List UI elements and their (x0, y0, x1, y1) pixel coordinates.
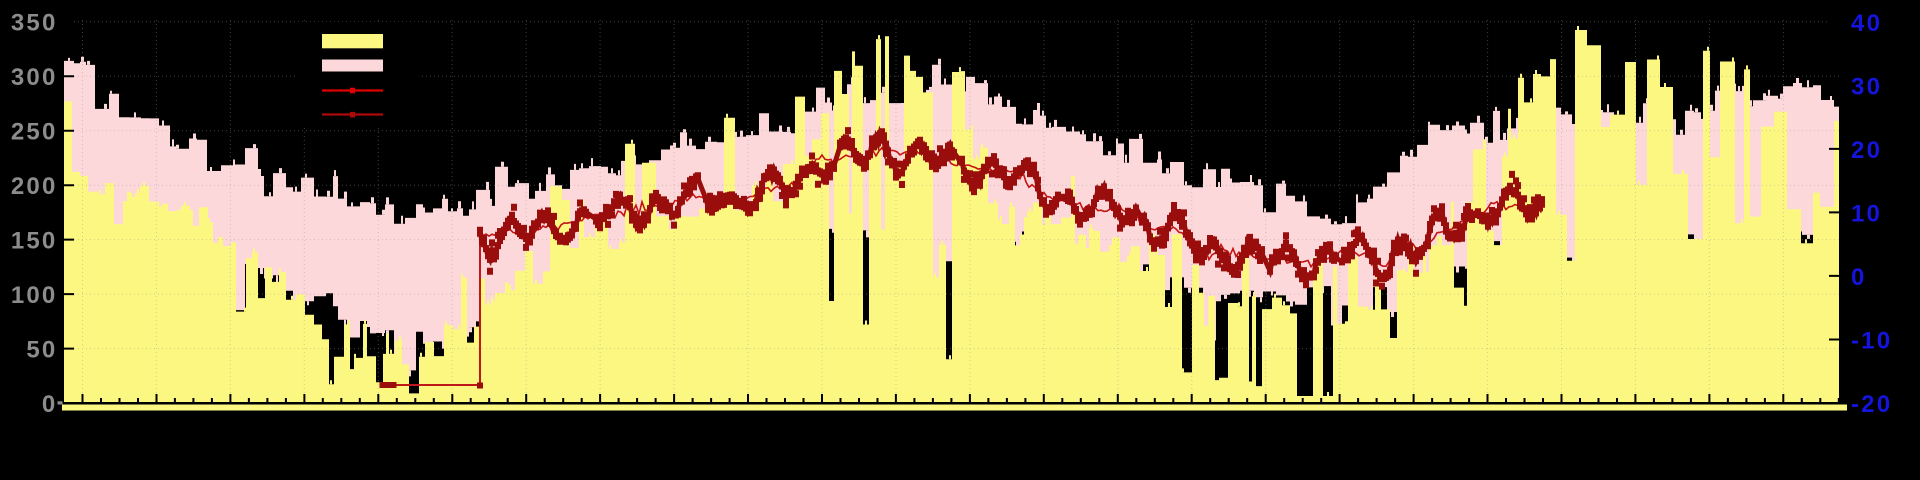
svg-text:0: 0 (42, 391, 58, 418)
svg-text:50: 50 (26, 336, 57, 363)
svg-text:100: 100 (11, 282, 58, 309)
svg-text:350: 350 (11, 10, 58, 37)
svg-text:-10: -10 (1851, 328, 1892, 355)
svg-text:30: 30 (1851, 74, 1882, 101)
svg-text:-20: -20 (1851, 391, 1892, 418)
svg-text:40: 40 (1851, 10, 1882, 37)
svg-text:150: 150 (11, 227, 58, 254)
svg-text:0: 0 (1851, 264, 1867, 291)
svg-text:20: 20 (1851, 137, 1882, 164)
svg-text:300: 300 (11, 64, 58, 91)
svg-text:10: 10 (1851, 201, 1882, 228)
svg-text:200: 200 (11, 173, 58, 200)
svg-text:250: 250 (11, 119, 58, 146)
